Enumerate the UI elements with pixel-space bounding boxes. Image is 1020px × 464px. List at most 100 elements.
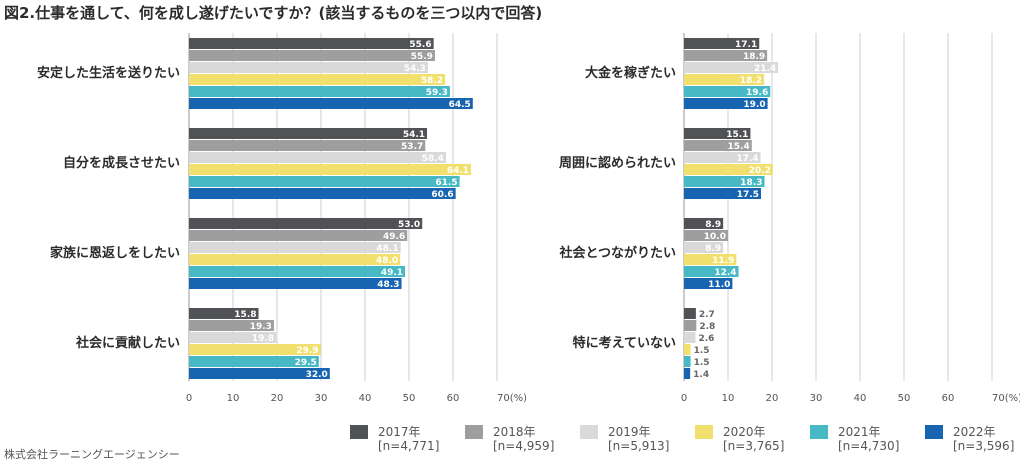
category-label: 自分を成長させたい	[63, 155, 180, 171]
bar-2021年-社会に貢献したい	[189, 356, 319, 367]
bar-2017年-特に考えていない	[684, 308, 696, 319]
bar-2018年-大金を稼ぎたい	[684, 50, 768, 61]
bar-2019年-大金を稼ぎたい	[684, 62, 779, 73]
data-label: 21.4	[754, 64, 776, 74]
bar-2021年-周囲に認められたい	[684, 176, 765, 187]
category-label: 家族に恩返しをしたい	[50, 245, 180, 261]
bar-2017年-社会とつながりたい	[684, 218, 724, 229]
x-tick-label: 40	[854, 393, 867, 404]
data-label: 18.2	[740, 76, 762, 86]
data-label: 59.3	[426, 88, 448, 98]
bar-2019年-安定した生活を送りたい	[189, 62, 428, 73]
legend-year: 2018年	[493, 425, 536, 439]
legend-year: 2019年	[608, 425, 651, 439]
bar-2017年-社会に貢献したい	[189, 308, 259, 319]
data-label: 48.0	[376, 256, 398, 266]
bar-2021年-特に考えていない	[684, 356, 691, 367]
data-label: 64.5	[449, 100, 471, 110]
legend-item: 2021年 [n=4,730]	[810, 423, 925, 461]
x-tick-label: 70(%)	[497, 393, 527, 404]
data-label: 10.0	[704, 232, 726, 242]
legend-sample-size: [n=3,596]	[953, 439, 1015, 453]
legend-swatch	[695, 425, 713, 439]
x-tick-label: 40	[359, 393, 372, 404]
legend-item: 2022年 [n=3,596]	[925, 423, 1020, 461]
x-tick-label: 60	[447, 393, 460, 404]
legend-sample-size: [n=4,730]	[838, 439, 900, 453]
x-tick-label: 10	[722, 393, 735, 404]
data-label: 2.7	[699, 310, 715, 320]
bar-2018年-社会とつながりたい	[684, 230, 728, 241]
data-label: 18.3	[740, 178, 762, 188]
data-label: 17.1	[735, 40, 757, 50]
data-label: 48.1	[376, 244, 398, 254]
data-label: 2.6	[698, 334, 714, 344]
bar-2019年-周囲に認められたい	[684, 152, 761, 163]
legend-year: 2020年	[723, 425, 766, 439]
bar-2022年-社会に貢献したい	[189, 368, 330, 379]
bar-2020年-自分を成長させたい	[189, 164, 472, 175]
bar-2020年-安定した生活を送りたい	[189, 74, 446, 85]
data-label: 19.6	[746, 88, 768, 98]
bar-2018年-周囲に認められたい	[684, 140, 752, 151]
chart-canvas: 0 10 20 30 40 50 60 70(%) 安定した生活を送りたい 55.6 55.9 54.…	[37, 33, 1020, 404]
bar-2018年-社会に貢献したい	[189, 320, 274, 331]
data-label: 8.9	[705, 244, 721, 254]
legend-year: 2022年	[953, 425, 996, 439]
bar-2021年-自分を成長させたい	[189, 176, 460, 187]
bar-2017年-大金を稼ぎたい	[684, 38, 760, 49]
legend: 2017年 [n=4,771] 2018年 [n=4,959] 2019年 [n=5,91…	[350, 423, 1020, 461]
legend-swatch	[810, 425, 828, 439]
bar-2017年-自分を成長させたい	[189, 128, 428, 139]
legend-item: 2020年 [n=3,765]	[695, 423, 810, 461]
data-label: 19.3	[250, 322, 272, 332]
data-label: 1.4	[693, 370, 709, 380]
category-label: 特に考えていない	[573, 335, 676, 351]
data-label: 54.1	[403, 130, 425, 140]
chart-title: 図2.仕事を通して、何を成し遂げたいですか？(該当するものを三つ以内で回答)	[4, 4, 543, 22]
data-label: 58.4	[422, 154, 444, 164]
bar-2018年-家族に恩返しをしたい	[189, 230, 408, 241]
bar-2018年-自分を成長させたい	[189, 140, 426, 151]
bar-2017年-安定した生活を送りたい	[189, 38, 434, 49]
data-label: 61.5	[435, 178, 457, 188]
bar-2019年-社会に貢献したい	[189, 332, 277, 343]
legend-year: 2021年	[838, 425, 881, 439]
legend-item: 2018年 [n=4,959]	[465, 423, 580, 461]
bar-2020年-家族に恩返しをしたい	[189, 254, 401, 265]
legend-swatch	[465, 425, 483, 439]
data-label: 49.1	[381, 268, 403, 278]
legend-swatch	[925, 425, 943, 439]
bar-2020年-周囲に認められたい	[684, 164, 773, 175]
data-label: 20.2	[749, 166, 771, 176]
bar-2019年-家族に恩返しをしたい	[189, 242, 401, 253]
category-label: 安定した生活を送りたい	[37, 65, 180, 81]
x-tick-label: 20	[271, 393, 284, 404]
bar-2022年-大金を稼ぎたい	[684, 98, 768, 109]
data-label: 1.5	[694, 358, 710, 368]
bar-2019年-特に考えていない	[684, 332, 696, 343]
legend-sample-size: [n=4,959]	[493, 439, 555, 453]
data-label: 58.2	[421, 76, 443, 86]
data-label: 1.5	[694, 346, 710, 356]
data-label: 29.5	[295, 358, 317, 368]
bar-2022年-安定した生活を送りたい	[189, 98, 473, 109]
bar-2017年-家族に恩返しをしたい	[189, 218, 423, 229]
data-label: 11.9	[712, 256, 734, 266]
data-label: 19.8	[252, 334, 274, 344]
data-label: 48.3	[377, 280, 399, 290]
bar-2020年-特に考えていない	[684, 344, 691, 355]
category-label: 大金を稼ぎたい	[585, 65, 676, 81]
bar-2017年-周囲に認められたい	[684, 128, 751, 139]
legend-item: 2019年 [n=5,913]	[580, 423, 695, 461]
source-credit: 株式会社ラーニングエージェンシー	[4, 448, 180, 461]
bar-2019年-自分を成長させたい	[189, 152, 446, 163]
category-label: 社会とつながりたい	[559, 245, 676, 261]
bar-2022年-社会とつながりたい	[684, 278, 733, 289]
data-label: 49.6	[383, 232, 405, 242]
bar-2020年-大金を稼ぎたい	[684, 74, 765, 85]
data-label: 55.6	[409, 40, 431, 50]
x-tick-label: 0	[186, 393, 192, 404]
bar-2019年-社会とつながりたい	[684, 242, 724, 253]
x-tick-label: 70(%)	[992, 393, 1020, 404]
